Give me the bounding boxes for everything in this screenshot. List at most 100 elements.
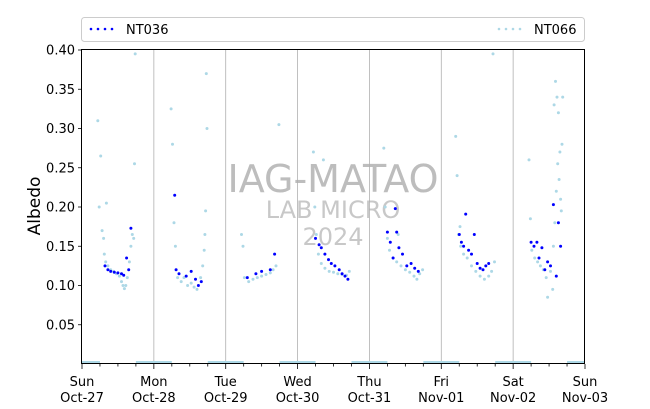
data-point <box>122 287 126 291</box>
data-point <box>203 233 207 236</box>
data-point <box>321 158 325 162</box>
data-point <box>195 287 199 291</box>
data-point <box>412 274 416 278</box>
x-tick-label-date: Oct-27 <box>60 391 104 406</box>
data-point <box>121 284 125 287</box>
data-point <box>124 284 128 287</box>
data-point <box>553 221 557 225</box>
data-point <box>130 233 134 236</box>
data-point <box>543 268 547 272</box>
night-band-1 <box>135 361 172 364</box>
data-point <box>120 272 123 276</box>
data-point <box>487 274 491 278</box>
data-point <box>274 264 278 268</box>
data-point <box>336 272 340 276</box>
legend-marker-nt066 <box>504 27 508 31</box>
data-point <box>527 158 531 162</box>
data-point <box>127 260 131 264</box>
legend-marker-nt066 <box>497 27 501 31</box>
data-point <box>555 95 559 99</box>
data-point <box>242 276 246 280</box>
data-point <box>182 276 186 280</box>
data-point <box>458 225 462 229</box>
data-point <box>395 230 399 234</box>
legend-entry-nt066: NT066 <box>497 23 576 38</box>
data-point <box>556 221 560 225</box>
data-point <box>337 268 341 272</box>
data-point <box>459 244 463 248</box>
data-point <box>475 262 479 265</box>
data-point <box>560 142 564 146</box>
data-point <box>561 95 565 99</box>
data-point <box>556 111 560 115</box>
night-band-3 <box>279 361 316 364</box>
data-point <box>255 276 259 280</box>
data-point <box>186 284 190 287</box>
legend-marker-nt066 <box>518 27 522 31</box>
data-point <box>399 264 403 268</box>
data-point <box>273 252 277 256</box>
data-point <box>120 280 123 284</box>
data-point <box>106 268 110 272</box>
data-point <box>268 268 272 272</box>
data-point <box>467 248 471 252</box>
x-tick-label-date: Oct-29 <box>204 391 248 406</box>
data-point <box>104 260 108 264</box>
data-point <box>556 162 560 166</box>
data-point <box>127 268 131 272</box>
data-point <box>536 260 540 264</box>
data-point <box>559 197 563 201</box>
data-point <box>333 264 337 268</box>
data-point <box>470 252 473 256</box>
x-tick-label-day: Sun <box>70 375 95 390</box>
legend-marker-nt036 <box>96 27 100 31</box>
data-point <box>557 178 561 181</box>
data-point <box>125 276 129 280</box>
data-point <box>347 269 351 273</box>
data-point <box>551 203 555 207</box>
data-point <box>100 229 104 233</box>
x-tick-label-date: Nov-02 <box>490 391 536 406</box>
data-point <box>544 276 548 280</box>
data-point <box>346 277 350 281</box>
data-point <box>171 142 174 146</box>
data-point <box>383 205 387 209</box>
legend-frame <box>81 17 585 42</box>
data-point <box>546 260 550 264</box>
data-point <box>172 221 176 225</box>
data-point <box>474 269 478 273</box>
data-point <box>551 287 555 291</box>
data-point <box>177 272 181 276</box>
data-point <box>184 274 188 278</box>
data-point <box>173 193 177 197</box>
x-tick-label-day: Sun <box>573 375 598 390</box>
data-point <box>327 258 330 262</box>
data-point <box>240 233 243 236</box>
data-point <box>549 269 552 273</box>
data-point <box>323 252 327 256</box>
data-point <box>102 236 106 240</box>
data-point <box>415 277 419 281</box>
data-point <box>416 269 420 273</box>
data-point <box>112 270 116 274</box>
x-tick-label-day: Thu <box>356 375 381 390</box>
data-point <box>421 268 425 272</box>
data-point <box>196 284 200 287</box>
data-point <box>403 268 407 272</box>
vertical-gridlines <box>153 50 514 364</box>
data-point <box>385 236 389 240</box>
data-point <box>97 205 101 209</box>
data-point <box>329 262 333 265</box>
legend-label-nt036: NT036 <box>126 23 168 38</box>
night-band-4 <box>351 361 388 364</box>
data-point <box>133 162 136 166</box>
data-point <box>552 103 556 107</box>
data-point <box>464 212 468 216</box>
data-point <box>247 280 251 284</box>
legend-label-nt066: NT066 <box>534 23 576 38</box>
y-axis-label: Albedo <box>25 177 45 236</box>
data-point <box>96 119 100 123</box>
legend-entry-nt036: NT036 <box>89 23 168 38</box>
data-point <box>491 52 495 56</box>
data-point <box>528 217 532 221</box>
